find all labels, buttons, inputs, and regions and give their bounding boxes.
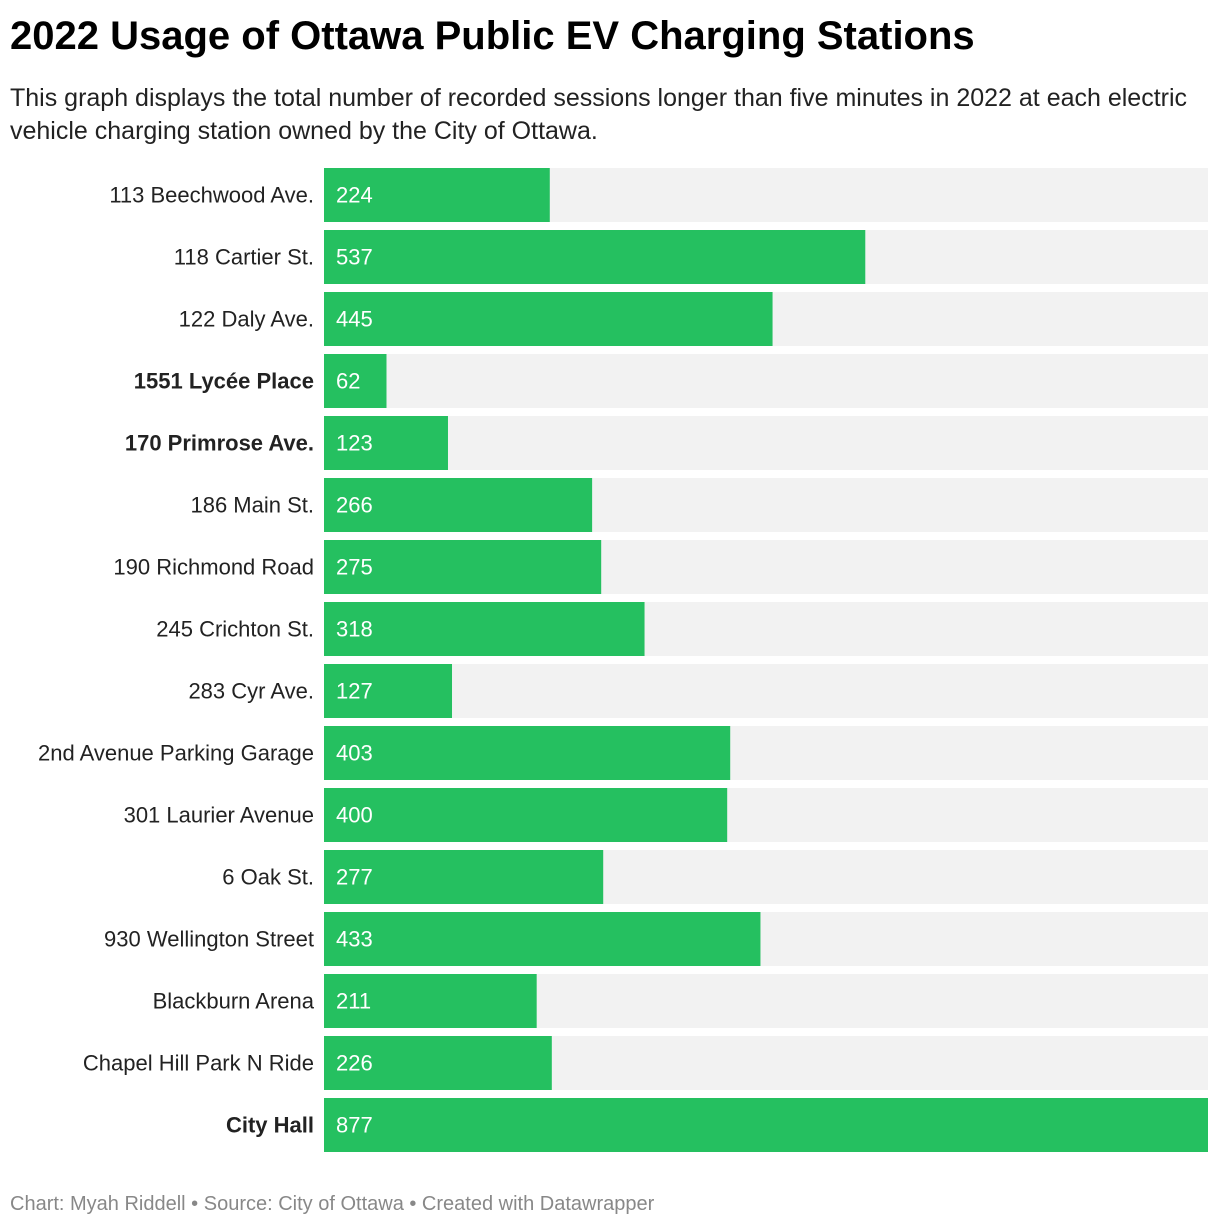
bar-122-daly-ave [324, 292, 773, 346]
value-label-1551-lycee-place: 62 [336, 369, 360, 394]
bar-track-283-cyr-ave [324, 664, 1208, 718]
bar-245-crichton-st [324, 602, 645, 656]
category-label-930-wellington-street: 930 Wellington Street [104, 927, 314, 952]
bar-190-richmond-road [324, 540, 602, 594]
category-label-6-oak-st: 6 Oak St. [222, 865, 314, 890]
category-label-190-richmond-road: 190 Richmond Road [113, 555, 314, 580]
category-label-170-primrose-ave: 170 Primrose Ave. [125, 431, 314, 456]
value-label-283-cyr-ave: 127 [336, 679, 373, 704]
category-label-chapel-hill-park-n-ride: Chapel Hill Park N Ride [83, 1051, 314, 1076]
category-label-186-main-st: 186 Main St. [190, 493, 314, 518]
category-label-city-hall: City Hall [226, 1113, 314, 1138]
bar-6-oak-st [324, 850, 604, 904]
category-label-245-crichton-st: 245 Crichton St. [156, 617, 314, 642]
bar-186-main-st [324, 478, 593, 532]
value-label-245-crichton-st: 318 [336, 617, 373, 642]
value-label-118-cartier-st: 537 [336, 245, 373, 270]
chart-title: 2022 Usage of Ottawa Public EV Charging … [10, 14, 975, 58]
value-label-chapel-hill-park-n-ride: 226 [336, 1051, 373, 1076]
category-label-301-laurier-avenue: 301 Laurier Avenue [124, 803, 314, 828]
value-label-301-laurier-avenue: 400 [336, 803, 373, 828]
value-label-city-hall: 877 [336, 1113, 373, 1138]
bar-170-primrose-ave [324, 416, 448, 470]
value-label-113-beechwood-ave: 224 [336, 183, 373, 208]
bar-301-laurier-avenue [324, 788, 728, 842]
category-label-113-beechwood-ave: 113 Beechwood Ave. [109, 183, 314, 208]
bar-track-170-primrose-ave [324, 416, 1208, 470]
bar-930-wellington-street [324, 912, 761, 966]
chart-subtitle: This graph displays the total number of … [10, 84, 1188, 145]
bar-city-hall [324, 1098, 1208, 1152]
category-label-118-cartier-st: 118 Cartier St. [174, 245, 314, 270]
bar-283-cyr-ave [324, 664, 453, 718]
category-label-283-cyr-ave: 283 Cyr Ave. [188, 679, 314, 704]
bar-chapel-hill-park-n-ride [324, 1036, 552, 1090]
bar-blackburn-arena [324, 974, 537, 1028]
chart-credit: Chart: Myah Riddell • Source: City of Ot… [10, 1193, 655, 1215]
value-label-170-primrose-ave: 123 [336, 431, 373, 456]
category-label-2nd-avenue-parking-garage: 2nd Avenue Parking Garage [38, 741, 314, 766]
category-label-blackburn-arena: Blackburn Arena [153, 989, 315, 1014]
value-label-930-wellington-street: 433 [336, 927, 373, 952]
bar-113-beechwood-ave [324, 168, 550, 222]
value-label-122-daly-ave: 445 [336, 307, 373, 332]
value-label-blackburn-arena: 211 [336, 989, 371, 1014]
bar-track-1551-lycee-place [324, 354, 1208, 408]
bar-2nd-avenue-parking-garage [324, 726, 731, 780]
category-label-1551-lycee-place: 1551 Lycée Place [134, 369, 314, 394]
value-label-186-main-st: 266 [336, 493, 373, 518]
value-label-190-richmond-road: 275 [336, 555, 373, 580]
bar-1551-lycee-place [324, 354, 387, 408]
bar-118-cartier-st [324, 230, 866, 284]
category-label-122-daly-ave: 122 Daly Ave. [179, 307, 314, 332]
value-label-6-oak-st: 277 [336, 865, 373, 890]
value-label-2nd-avenue-parking-garage: 403 [336, 741, 373, 766]
